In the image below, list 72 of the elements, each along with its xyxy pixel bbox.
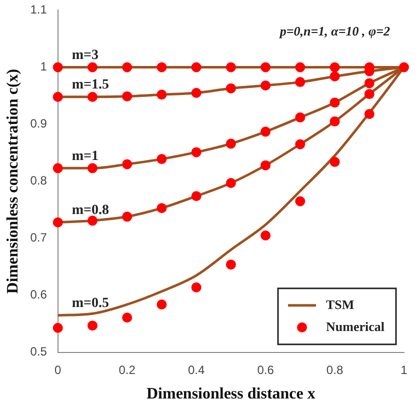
point	[226, 260, 236, 270]
point	[260, 160, 271, 170]
legend-label: Numerical	[326, 318, 385, 334]
y-tick-label: 0.5	[30, 344, 48, 359]
annotation: m=0.5	[72, 296, 110, 311]
y-tick-label: 1	[40, 60, 48, 74]
point	[295, 196, 306, 206]
point	[122, 91, 132, 102]
point	[330, 62, 340, 72]
point	[122, 312, 132, 323]
point	[260, 230, 271, 240]
annotation: m=3	[72, 48, 99, 63]
y-tick-label: 0.8	[30, 174, 48, 188]
x-tick-label: 0.6	[257, 362, 274, 377]
point	[52, 92, 63, 102]
y-tick-label: 0.6	[30, 288, 48, 302]
point	[260, 62, 271, 72]
x-tick-label: 0.2	[118, 362, 136, 377]
annotation: m=0.8	[72, 202, 110, 218]
point	[330, 156, 340, 167]
y-tick-label: 0.9	[30, 116, 48, 131]
annotation: m=1	[72, 148, 99, 164]
point	[260, 80, 271, 90]
point	[226, 62, 236, 72]
point	[295, 62, 306, 72]
point	[87, 216, 98, 226]
annotation: m=1.5	[72, 78, 110, 92]
point	[156, 62, 167, 72]
point	[191, 147, 202, 158]
x-axis-title: Dimensionless distance x	[146, 386, 316, 403]
point	[191, 88, 202, 98]
point	[87, 92, 98, 102]
point	[122, 159, 132, 170]
point	[226, 83, 236, 94]
point	[87, 62, 98, 72]
point	[156, 154, 167, 164]
point	[52, 322, 63, 333]
x-tick-label: 0.4	[188, 362, 205, 377]
annotation: p=0,n=1, α=10 , φ=2	[278, 24, 390, 39]
point	[156, 90, 167, 100]
point	[156, 203, 167, 214]
point	[52, 62, 63, 72]
y-tick-label: 1.1	[30, 2, 48, 17]
legend-label: TSM	[326, 296, 354, 312]
point	[52, 163, 63, 174]
point	[364, 78, 374, 88]
point	[122, 62, 132, 72]
point	[156, 299, 167, 310]
point	[330, 98, 340, 108]
x-tick-label: 0.8	[326, 362, 344, 377]
point	[122, 212, 132, 222]
point	[364, 89, 374, 100]
point	[364, 109, 374, 119]
point	[52, 217, 63, 228]
point	[260, 126, 271, 137]
point	[399, 62, 409, 72]
point	[295, 77, 306, 88]
point	[87, 320, 98, 331]
point	[295, 139, 306, 150]
point	[330, 116, 340, 126]
point	[330, 71, 340, 82]
point	[191, 282, 202, 292]
point	[87, 163, 98, 174]
y-axis-title: Dimensionless concentration c(x)	[4, 68, 22, 294]
point	[226, 178, 236, 188]
x-tick-label: 1	[400, 362, 408, 377]
point	[191, 191, 202, 202]
point	[191, 62, 202, 72]
point	[226, 138, 236, 149]
point	[295, 112, 306, 122]
x-tick-label: 0	[54, 362, 62, 377]
y-tick-label: 0.7	[30, 230, 48, 245]
